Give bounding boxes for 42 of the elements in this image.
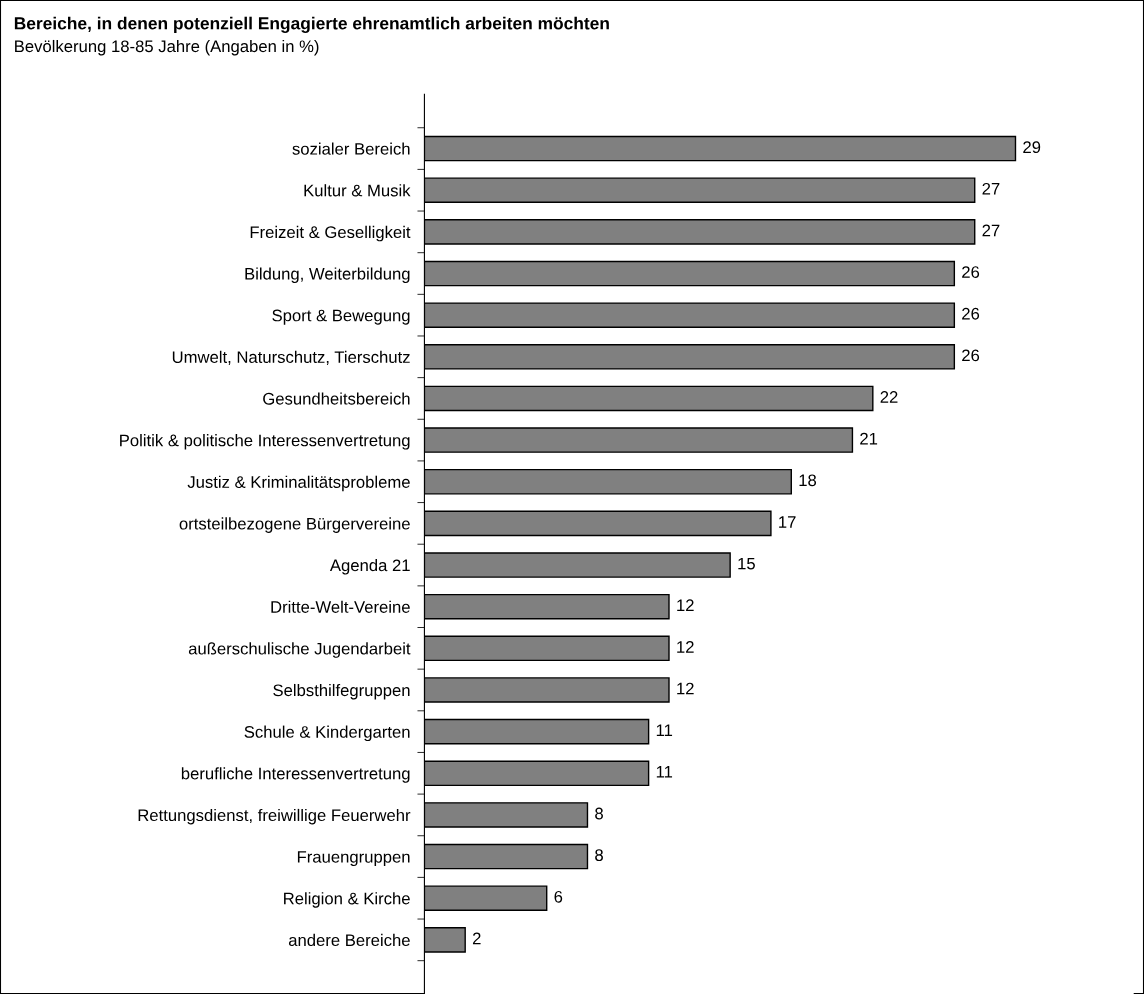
y-tick-label: Bildung, Weiterbildung <box>245 267 410 284</box>
data-label: 15 <box>738 557 755 570</box>
chart-title: Bereiche, in denen potenziell Engagierte ehrenamtlich arbeiten möchten <box>14 16 609 33</box>
data-label: 21 <box>860 432 878 445</box>
y-tick-label: Politik & politische Interessenvertretung <box>120 434 410 450</box>
y-tick-label: Gesundheitsbereich <box>263 392 410 405</box>
data-label: 6 <box>554 890 563 903</box>
data-label: 29 <box>1023 141 1041 154</box>
data-label: 27 <box>982 224 1000 237</box>
data-label: 11 <box>656 766 673 778</box>
data-label: 8 <box>595 849 603 862</box>
data-label: 22 <box>880 391 898 403</box>
data-label: 18 <box>799 474 817 487</box>
data-label: 8 <box>595 807 603 820</box>
y-tick-label: Schule & Kindergarten <box>244 725 410 742</box>
data-label: 12 <box>677 641 694 653</box>
y-tick-label: Dritte-Welt-Vereine <box>271 600 410 613</box>
y-tick-label: Kultur & Musik <box>304 184 411 197</box>
y-tick-label: außerschulische Jugendarbeit <box>188 642 411 658</box>
data-label: 26 <box>962 266 980 278</box>
y-tick-label: Selbsthilfegruppen <box>273 683 410 700</box>
data-label: 26 <box>962 307 980 320</box>
data-label: 12 <box>677 682 694 695</box>
text: Bevölkerung 18-85 Jahre (Angaben in %) <box>15 39 319 56</box>
y-tick-label: Agenda 21 <box>329 559 410 575</box>
y-tick-label: Justiz & Kriminalitätsprobleme <box>187 475 410 492</box>
y-tick-label: Freizeit & Geselligkeit <box>250 225 411 242</box>
data-label: 26 <box>962 349 980 362</box>
y-tick-label: sozialer Bereich <box>292 142 410 155</box>
data-label: 12 <box>677 599 694 611</box>
data-label: 17 <box>779 516 796 528</box>
y-tick-label: Sport & Bewegung <box>272 309 410 325</box>
data-label: 11 <box>656 724 673 736</box>
y-tick-label: ortsteilbezogene Bürgervereine <box>179 517 410 533</box>
y-tick-label: andere Bereiche <box>288 933 410 947</box>
data-label: 2 <box>472 932 481 945</box>
y-tick-label: Frauengruppen <box>297 851 410 867</box>
y-tick-label: Umwelt, Naturschutz, Tierschutz <box>172 350 410 365</box>
data-label: 27 <box>982 182 1000 195</box>
y-tick-label: berufliche Interessenvertretung <box>181 767 410 783</box>
y-tick-label: Rettungsdienst, freiwillige Feuerwehr <box>138 808 411 825</box>
y-tick-label: Religion & Kirche <box>284 892 410 908</box>
